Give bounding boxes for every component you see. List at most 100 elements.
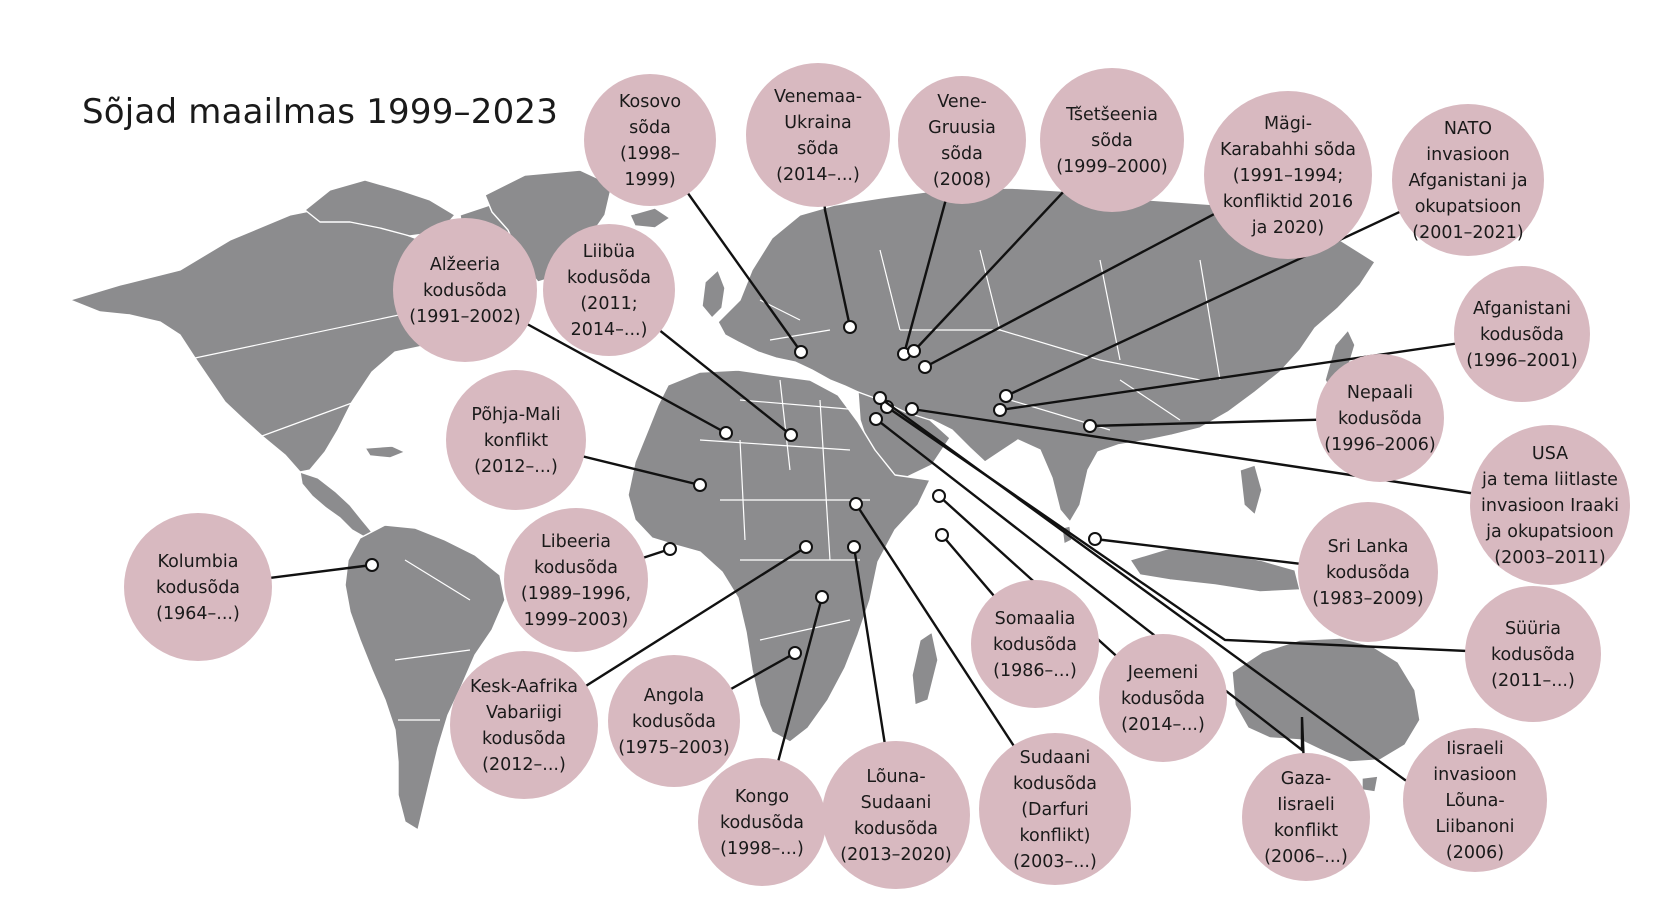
- war-label-line: 1999–2003): [524, 610, 629, 630]
- war-label-line: (2006–...): [1264, 847, 1348, 867]
- war-bubble-kolumbia: Kolumbia kodusõda (1964–...): [124, 513, 272, 661]
- war-bubble-usa-iraak: USA ja tema liitlaste invasioon Iraaki ja o…: [1470, 425, 1630, 585]
- bubble-circle: [1316, 354, 1444, 482]
- bubble-circle: [1204, 91, 1372, 259]
- war-label-line: Gaza-: [1281, 769, 1332, 789]
- location-marker-libeeria: [663, 542, 677, 556]
- war-bubble-afganistan: Afganistani kodusõda (1996–2001): [1454, 266, 1590, 402]
- madagascar-landmass: [911, 631, 939, 706]
- war-bubble-kongo: Kongo kodusõda (1998–...): [698, 758, 826, 886]
- war-label-line: kodusõda: [1121, 689, 1205, 709]
- war-label-line: Kolumbia: [157, 552, 238, 572]
- war-label-line: kodusõda: [632, 712, 716, 732]
- war-label-line: ja 2020): [1251, 218, 1325, 238]
- war-label-line: Jeemeni: [1127, 663, 1198, 683]
- war-label-line: Kesk-Aafrika: [470, 677, 578, 697]
- war-bubble-pohja-mali: Põhja-Mali konflikt (2012–...): [446, 370, 586, 510]
- location-marker-alzeeria: [719, 426, 733, 440]
- location-marker-usa-iraak: [905, 402, 919, 416]
- tasmania-landmass: [1361, 775, 1379, 793]
- war-label-line: Tšetšeenia: [1065, 105, 1158, 125]
- war-label-line: sõda: [941, 144, 983, 164]
- war-label-line: 1999): [624, 170, 675, 190]
- war-label-line: Liibanoni: [1435, 817, 1514, 837]
- location-marker-kesk-aafrika: [799, 540, 813, 554]
- bubble-circle: [1242, 753, 1370, 881]
- location-marker-nato-afganistan: [999, 389, 1013, 403]
- war-label-line: kodusõda: [1491, 645, 1575, 665]
- war-bubble-iisrael-liibanon: Iisraeli invasioon Lõuna- Liibanoni (2006): [1403, 728, 1547, 872]
- war-label-line: (2011–...): [1491, 671, 1575, 691]
- war-label-line: (1996–2001): [1466, 351, 1577, 371]
- war-bubble-libeeria: Libeeria kodusõda (1989–1996, 1999–2003): [504, 508, 648, 652]
- war-label-line: (2014–...): [1121, 715, 1205, 735]
- war-label-line: ja okupatsioon: [1485, 522, 1614, 542]
- war-bubble-nepaal: Nepaali kodusõda (1996–2006): [1316, 354, 1444, 482]
- bubble-circle: [1465, 586, 1601, 722]
- location-marker-sri-lanka: [1088, 532, 1102, 546]
- war-label-line: NATO: [1444, 119, 1492, 139]
- war-label-line: Venemaa-: [774, 87, 862, 107]
- philippines-landmass: [1239, 464, 1263, 516]
- war-label-line: Põhja-Mali: [471, 405, 560, 425]
- war-label-line: Vabariigi: [486, 703, 562, 723]
- bubble-circle: [979, 733, 1131, 885]
- location-marker-tsetseenia: [907, 344, 921, 358]
- war-label-line: kodusõda: [567, 268, 651, 288]
- war-bubble-liibua: Liibüa kodusõda (2011; 2014–...): [543, 224, 675, 356]
- bubble-circle: [1099, 634, 1227, 762]
- war-label-line: Libeeria: [541, 532, 611, 552]
- location-marker-sudaan: [849, 497, 863, 511]
- war-label-line: Sudaani: [861, 793, 932, 813]
- bubble-circle: [124, 513, 272, 661]
- war-label-line: kodusõda: [854, 819, 938, 839]
- war-label-line: (Darfuri: [1021, 800, 1089, 820]
- war-label-line: Liibüa: [583, 242, 635, 262]
- war-label-line: (1998–...): [720, 839, 804, 859]
- war-label-line: Sudaani: [1020, 748, 1091, 768]
- war-label-line: (1991–2002): [409, 307, 520, 327]
- war-label-line: invasioon: [1433, 765, 1517, 785]
- war-label-line: Mägi-: [1264, 114, 1312, 134]
- central-america-landmass: [299, 471, 373, 539]
- war-label-line: (2012–...): [482, 755, 566, 775]
- south-america-landmass: [344, 524, 506, 831]
- country-borders: [194, 249, 1221, 721]
- bubble-circle: [971, 580, 1099, 708]
- war-label-line: (1996–2006): [1324, 435, 1435, 455]
- bubble-circle: [450, 651, 598, 799]
- location-marker-liibua: [784, 428, 798, 442]
- war-label-line: Kongo: [735, 787, 789, 807]
- war-label-line: Afganistani: [1473, 299, 1571, 319]
- war-label-line: (2012–...): [474, 457, 558, 477]
- location-marker-nepaal: [1083, 419, 1097, 433]
- location-marker-jeemen: [932, 489, 946, 503]
- war-label-line: (2011;: [580, 294, 637, 314]
- war-label-line: Iisraeli: [1446, 739, 1504, 759]
- war-label-line: Alžeeria: [430, 255, 500, 275]
- war-label-line: Lõuna-: [866, 767, 925, 787]
- war-bubble-vene-gruusia: Vene- Gruusia sõda (2008): [898, 76, 1026, 204]
- war-label-line: (2013–2020): [840, 845, 951, 865]
- war-label-line: kodusõda: [423, 281, 507, 301]
- war-label-line: sõda: [797, 139, 839, 159]
- war-label-line: sõda: [1091, 131, 1133, 151]
- bubble-circle: [446, 370, 586, 510]
- land-layer: [69, 169, 1529, 831]
- australia-landmass: [1231, 637, 1421, 763]
- war-label-line: Ukraina: [784, 113, 852, 133]
- war-label-line: kodusõda: [720, 813, 804, 833]
- war-label-line: konflikt: [484, 431, 548, 451]
- war-label-line: Iisraeli: [1277, 795, 1335, 815]
- war-label-line: (1986–...): [993, 661, 1077, 681]
- war-bubble-venemaa-ukraina: Venemaa- Ukraina sõda (2014–...): [746, 63, 890, 207]
- war-label-line: Süüria: [1505, 619, 1561, 639]
- war-label-line: (2003–...): [1013, 852, 1097, 872]
- war-label-line: konflikt): [1019, 826, 1090, 846]
- eurasia-landmass: [717, 187, 1376, 523]
- war-label-line: (1975–2003): [618, 738, 729, 758]
- bubble-circle: [898, 76, 1026, 204]
- war-label-line: (1991–1994;: [1233, 166, 1344, 186]
- war-bubble-alzeeria: Alžeeria kodusõda (1991–2002): [393, 218, 537, 362]
